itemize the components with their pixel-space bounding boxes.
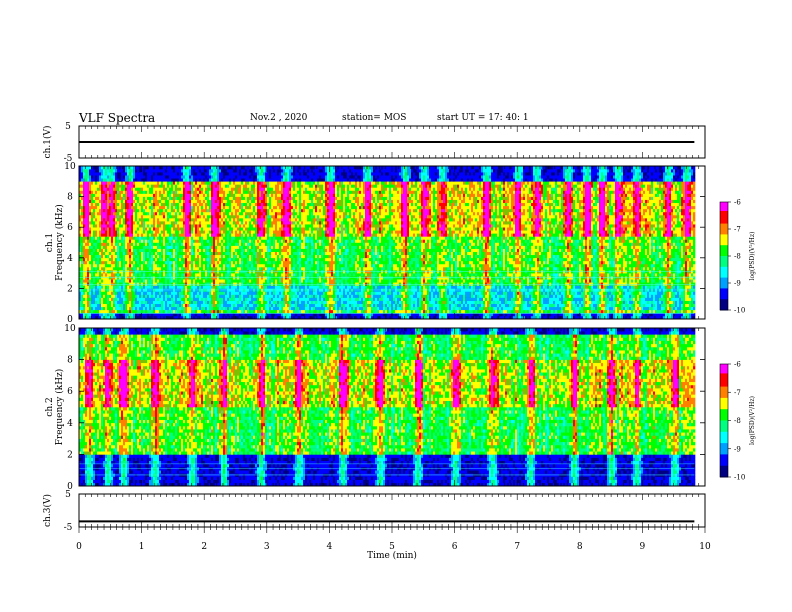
- spectrogram-1-ytick-label: 2: [67, 284, 73, 294]
- colorbar-1-tick-label: -8: [734, 253, 741, 261]
- spectrogram-1-cells: [79, 166, 695, 319]
- spectrogram-2-ytick-label: 2: [67, 450, 73, 460]
- waveform-3-ytick-label: -5: [64, 523, 73, 533]
- spectrogram-2-ylabel: Frequency (kHz): [54, 369, 65, 446]
- waveform-0-ytick-label: 5: [65, 122, 71, 132]
- spectrogram-1-ytick-label: 8: [67, 193, 73, 203]
- x-axis-label: Time (min): [367, 550, 417, 561]
- spectrogram-1-ytick-label: 4: [67, 254, 73, 264]
- colorbar-1-tick-label: -6: [734, 199, 741, 207]
- x-axis-tick-label: 1: [139, 542, 145, 552]
- x-axis-tick-label: 2: [201, 542, 207, 552]
- spectrogram-1-ytick-label: 6: [67, 223, 73, 233]
- spectrogram-1-channel-label: ch.1: [45, 233, 55, 252]
- waveform-3-ytick-label: 5: [65, 490, 71, 500]
- x-axis-tick-label: 8: [577, 542, 583, 552]
- colorbar-2-tick-label: -9: [734, 445, 741, 453]
- spectrogram-2-channel-label: ch.2: [45, 397, 55, 416]
- colorbar-2-tick-label: -10: [734, 474, 745, 482]
- waveform-3-ylabel: ch.3(V): [42, 494, 53, 527]
- colorbar-1-tick-label: -10: [734, 307, 745, 315]
- x-axis-tick-label: 0: [76, 542, 82, 552]
- colorbar-1-tick-label: -7: [734, 226, 741, 234]
- waveform-0-ytick-label: -5: [64, 154, 73, 164]
- x-axis-tick-label: 6: [452, 542, 458, 552]
- spectrogram-2-ytick-label: 8: [67, 356, 73, 366]
- colorbar-1-tick-label: -9: [734, 280, 741, 288]
- waveform-0-ylabel: ch.1(V): [42, 126, 53, 159]
- colorbar-2-tick-label: -8: [734, 417, 741, 425]
- spectrogram-2-cells: [79, 328, 695, 486]
- x-axis-tick-label: 9: [640, 542, 646, 552]
- colorbar-2-tick-label: -7: [734, 389, 741, 397]
- spectrogram-1-ylabel: Frequency (kHz): [54, 204, 65, 281]
- spectrogram-2-ytick-label: 4: [67, 419, 73, 429]
- vlf-spectra-figure: 0246810ch.1 Frequency (kHz)-6-7-8-9-10log…: [0, 0, 792, 612]
- x-axis-tick-label: 3: [264, 542, 270, 552]
- colorbar-1-label: log(PSD)(V²/Hz): [749, 232, 756, 281]
- x-axis-tick-label: 10: [699, 542, 711, 552]
- x-axis-tick-label: 4: [327, 542, 333, 552]
- spectrogram-2-ytick-label: 10: [64, 324, 76, 334]
- colorbar-2-tick-label: -6: [734, 361, 741, 369]
- x-axis-tick-label: 7: [514, 542, 520, 552]
- colorbar-2-label: log(PSD)(V²/Hz): [749, 396, 756, 445]
- spectrogram-2-ytick-label: 6: [67, 387, 73, 397]
